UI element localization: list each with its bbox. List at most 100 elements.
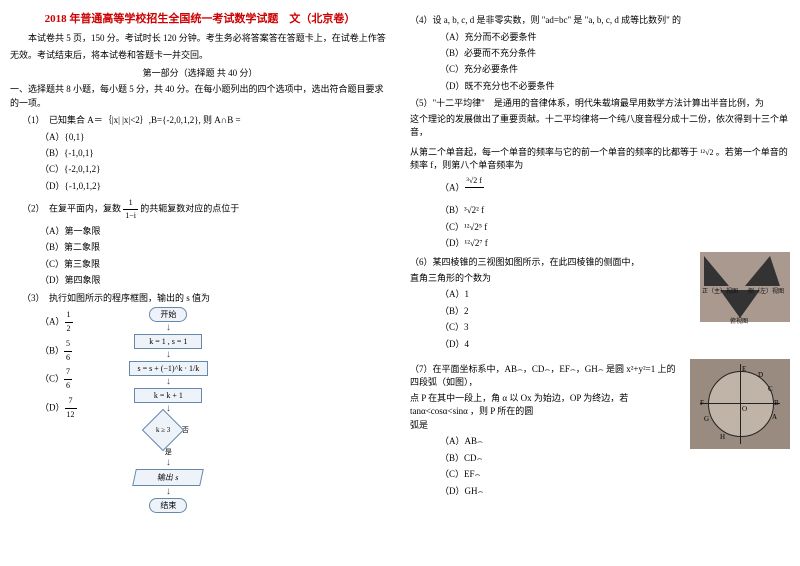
right-column: （4）设 a, b, c, d 是非零实数，则 "ad=bc" 是 "a, b,… bbox=[410, 10, 790, 513]
q1-b: （B）{-1,0,1} bbox=[40, 146, 390, 160]
q2-stem: （2） 在复平面内，复数 11−i 的共轭复数对应的点位于 bbox=[22, 197, 390, 222]
q7-s3: 弧是 bbox=[410, 419, 684, 433]
lbl-f: F bbox=[700, 399, 704, 407]
lbl-a: A bbox=[772, 413, 777, 421]
q2-frac: 11−i bbox=[123, 197, 138, 222]
q2-num: 1 bbox=[123, 197, 138, 210]
q3c-d: 6 bbox=[64, 380, 72, 393]
q1-a: （A）{0,1} bbox=[40, 130, 390, 144]
lbl-g: G bbox=[704, 415, 709, 423]
q2-c: （C）第三象限 bbox=[40, 257, 390, 271]
q6-stem2: 直角三角形的个数为 bbox=[410, 272, 694, 286]
q3b-d: 6 bbox=[64, 352, 72, 365]
q1-d: （D）{-1,0,1,2} bbox=[40, 179, 390, 193]
q5-s2: 这个理论的发展做出了重要贡献。十二平均律将一个纯八度音程分成十二份，依次得到十三… bbox=[410, 113, 790, 140]
q5-s3: 从第二个单音起，每一个单音的频率与它的前一个单音的频率的比都等于 ¹²√2 。若… bbox=[410, 146, 790, 160]
q5a-p: （A） bbox=[440, 182, 465, 192]
arrow-icon: ↓ bbox=[166, 324, 171, 332]
lbl-e: E bbox=[742, 365, 746, 373]
q3-d: （D）712 bbox=[40, 395, 77, 422]
q5b-v: ³√2² f bbox=[464, 205, 484, 215]
q6-lbl1: 正（主）视图 bbox=[702, 286, 738, 295]
q5-s1: （5）"十二平均律" 是通用的音律体系，明代朱载堉最早用数学方法计算出半音比例，… bbox=[410, 97, 790, 111]
q3-b: （B）56 bbox=[40, 338, 77, 365]
q3c-n: 7 bbox=[64, 366, 72, 380]
q4-c: （C）充分必要条件 bbox=[440, 62, 790, 76]
lbl-o: O bbox=[742, 405, 747, 413]
q5c-v: ¹²√2⁵ f bbox=[464, 222, 487, 232]
q3-c: （C）76 bbox=[40, 366, 77, 393]
arrow-icon: ↓ bbox=[166, 459, 171, 467]
q5d-v: ¹²√2⁷ f bbox=[465, 238, 488, 248]
q5-t4: 。若第一个单音的 bbox=[716, 147, 788, 157]
flow-b1: k = 1 , s = 1 bbox=[134, 334, 202, 349]
q3a-n: 1 bbox=[65, 309, 73, 323]
flow-b3: k = k + 1 bbox=[134, 388, 202, 403]
lbl-c: C bbox=[768, 385, 773, 393]
q7-a: （A）AB⌢ bbox=[440, 434, 684, 448]
q7-s2: 点 P 在其中一段上，角 α 以 Ox 为始边，OP 为终边，若 tanα<co… bbox=[410, 392, 684, 419]
q3-a: （A）12 bbox=[40, 309, 77, 336]
q2-b: （B）第二象限 bbox=[40, 240, 390, 254]
q3-text: 执行如图所示的程序框图，输出的 s 值为 bbox=[49, 293, 210, 303]
q5a-v: ³√2 f bbox=[465, 175, 484, 189]
q6-a: （A）1 bbox=[440, 287, 694, 301]
q3a-d: 2 bbox=[65, 323, 73, 336]
q5c-p: （C） bbox=[440, 222, 464, 232]
q5-t3: 从第二个单音起，每一个单音的频率与它的前一个单音的频率的比都等于 bbox=[410, 147, 698, 157]
intro-1: 本试卷共 5 页，150 分。考试时长 120 分钟。考生务必将答案答在答题卡上… bbox=[10, 32, 390, 46]
q4-a: （A）充分而不必要条件 bbox=[440, 30, 790, 44]
flow-cond: k ≥ 3 bbox=[142, 409, 184, 451]
flow-out: 输出 s bbox=[133, 469, 205, 486]
q3d-n: 7 bbox=[65, 395, 77, 409]
left-column: 2018 年普通高等学校招生全国统一考试数学试题 文（北京卷） 本试卷共 5 页… bbox=[10, 10, 390, 513]
q3b-n: 5 bbox=[64, 338, 72, 352]
q1-text: 已知集合 A＝｛|x| |x|<2｝,B={-2,0,1,2}, 则 A∩B = bbox=[49, 115, 241, 125]
q4-b: （B）必要而不充分条件 bbox=[440, 46, 790, 60]
flow-yes: 是 bbox=[165, 447, 172, 457]
q6-three-view-image: 正（主）视图 侧（左）视图 俯视图 bbox=[700, 252, 790, 322]
q2-t1: 在复平面内，复数 bbox=[49, 204, 121, 214]
arrow-icon: ↓ bbox=[166, 378, 171, 386]
part1-heading: 第一部分（选择题 共 40 分） bbox=[10, 66, 390, 79]
q6-lbl2: 侧（左）视图 bbox=[748, 286, 784, 295]
lbl-h: H bbox=[720, 433, 725, 441]
q7-d: （D）GH⌢ bbox=[440, 484, 684, 498]
q7-c: （C）EF⌢ bbox=[440, 467, 684, 481]
q6-d: （D）4 bbox=[440, 337, 694, 351]
q5-d: （D）¹²√2⁷ f bbox=[440, 236, 790, 250]
q2-den: 1−i bbox=[123, 210, 138, 222]
arrow-icon: ↓ bbox=[166, 488, 171, 496]
q3-flowchart: 开始 ↓ k = 1 , s = 1 ↓ s = s + (−1)^k · 1/… bbox=[129, 307, 209, 513]
flow-b2: s = s + (−1)^k · 1/k bbox=[129, 361, 209, 376]
flow-start: 开始 bbox=[149, 307, 187, 322]
cond-text: k ≥ 3 bbox=[156, 426, 170, 434]
q2-t2: 的共轭复数对应的点位于 bbox=[140, 204, 239, 214]
flow-end: 结束 bbox=[149, 498, 187, 513]
q6-c: （C）3 bbox=[440, 320, 694, 334]
q5-ratio: ¹²√2 bbox=[700, 148, 713, 157]
q5-a: （A）³√2 f bbox=[440, 175, 790, 202]
q7-circle-image: E D C B F O A G H bbox=[690, 359, 790, 449]
q2-a: （A）第一象限 bbox=[40, 224, 390, 238]
intro-2: 无效。考试结束后，将本试卷和答题卡一并交回。 bbox=[10, 49, 390, 63]
q5-s5: 频率 f，则第八个单音频率为 bbox=[410, 159, 790, 173]
q1-stem: （1） 已知集合 A＝｛|x| |x|<2｝,B={-2,0,1,2}, 则 A… bbox=[22, 114, 390, 128]
q6-b: （B）2 bbox=[440, 304, 694, 318]
q5b-p: （B） bbox=[440, 205, 464, 215]
q5-b: （B）³√2² f bbox=[440, 203, 790, 217]
lbl-d: D bbox=[758, 371, 763, 379]
q4-d: （D）既不充分也不必要条件 bbox=[440, 79, 790, 93]
q5-c: （C）¹²√2⁵ f bbox=[440, 220, 790, 234]
q5d-p: （D） bbox=[440, 238, 465, 248]
q3-stem: （3） 执行如图所示的程序框图，输出的 s 值为 bbox=[22, 292, 390, 306]
exam-title: 2018 年普通高等学校招生全国统一考试数学试题 文（北京卷） bbox=[10, 10, 390, 26]
q2-d: （D）第四象限 bbox=[40, 273, 390, 287]
lbl-b: B bbox=[774, 399, 779, 407]
q7-b: （B）CD⌢ bbox=[440, 451, 684, 465]
q1-c: （C）{-2,0,1,2} bbox=[40, 162, 390, 176]
q6-lbl3: 俯视图 bbox=[730, 316, 748, 325]
q3d-d: 12 bbox=[65, 409, 77, 422]
q7-stem: （7）在平面坐标系中，AB⌢，CD⌢，EF⌢，GH⌢ 是圆 x²+y²=1 上的… bbox=[410, 363, 684, 390]
q3-options: （A）12 （B）56 （C）76 （D）712 bbox=[40, 307, 77, 423]
